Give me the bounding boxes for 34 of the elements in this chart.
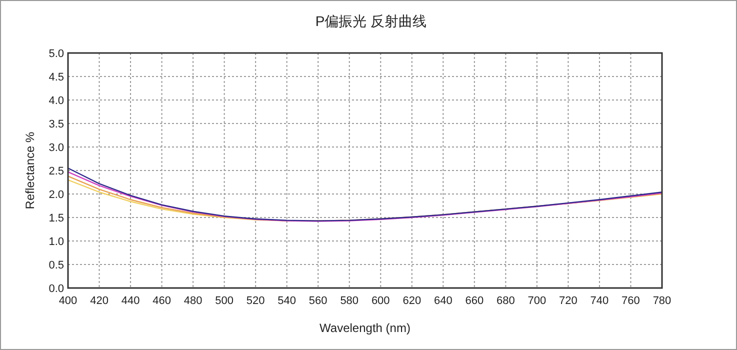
x-tick-label: 600 <box>371 295 390 307</box>
x-tick-label: 720 <box>559 295 578 307</box>
chart-title: P偏振光 反射曲线 <box>315 13 427 29</box>
x-tick-label: 640 <box>434 295 452 307</box>
x-tick-label: 680 <box>496 295 515 307</box>
y-tick-label: 2.5 <box>48 166 64 178</box>
y-tick-label: 4.0 <box>48 95 64 107</box>
x-tick-label: 400 <box>58 295 78 307</box>
x-tick-label: 520 <box>246 295 265 307</box>
x-tick-label: 560 <box>308 295 328 307</box>
x-tick-label: 700 <box>528 295 546 307</box>
x-tick-label: 480 <box>184 295 202 307</box>
y-tick-label: 2.0 <box>48 189 64 201</box>
x-tick-label: 420 <box>90 295 108 307</box>
y-tick-label: 3.5 <box>48 118 64 130</box>
x-tick-label: 460 <box>152 295 171 307</box>
y-tick-label: 4.5 <box>48 72 64 84</box>
x-tick-label: 580 <box>340 295 359 307</box>
y-tick-label: 1.5 <box>48 212 64 224</box>
y-tick-label: 1.0 <box>48 236 64 248</box>
x-tick-label: 500 <box>215 295 234 307</box>
x-tick-label: 620 <box>402 295 422 307</box>
x-tick-label: 740 <box>590 295 609 307</box>
y-tick-label: 0.0 <box>48 283 64 295</box>
x-tick-label: 540 <box>278 295 296 307</box>
y-axis-title: Reflectance % <box>23 131 37 210</box>
y-tick-label: 3.0 <box>48 142 64 154</box>
y-tick-label: 0.5 <box>48 260 64 272</box>
x-tick-label: 760 <box>622 295 640 307</box>
y-tick-label: 5.0 <box>48 48 64 60</box>
x-tick-label: 660 <box>465 295 484 307</box>
x-tick-label: 440 <box>121 295 140 307</box>
x-axis-title: Wavelength (nm) <box>320 321 410 335</box>
x-tick-label: 780 <box>652 295 672 307</box>
